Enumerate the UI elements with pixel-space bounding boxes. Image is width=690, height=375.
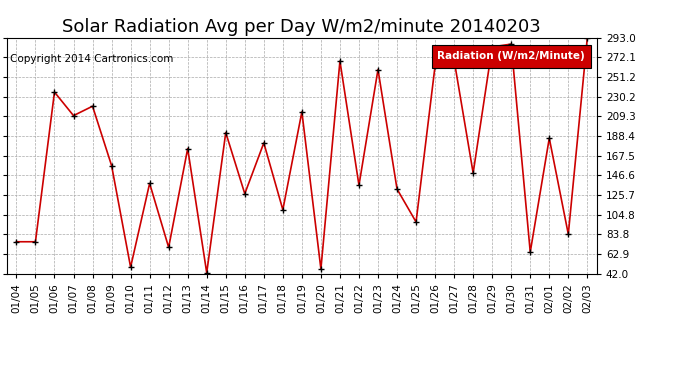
FancyBboxPatch shape [432, 45, 591, 68]
Title: Solar Radiation Avg per Day W/m2/minute 20140203: Solar Radiation Avg per Day W/m2/minute … [63, 18, 541, 36]
Text: Radiation (W/m2/Minute): Radiation (W/m2/Minute) [437, 51, 585, 62]
Text: Copyright 2014 Cartronics.com: Copyright 2014 Cartronics.com [10, 54, 174, 64]
